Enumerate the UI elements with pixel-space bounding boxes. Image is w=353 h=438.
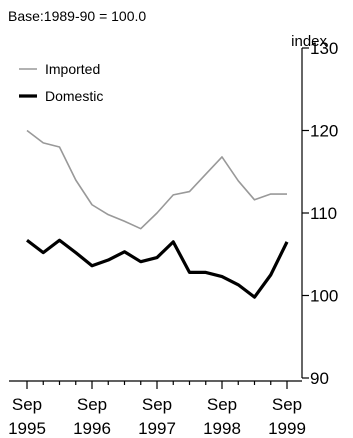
x-tick-label-month: Sep (272, 395, 302, 414)
x-tick-label-year: 1997 (138, 419, 176, 438)
x-tick-label-year: 1995 (8, 419, 46, 438)
legend: Imported Domestic (19, 61, 103, 104)
series-line-imported (26, 129, 287, 230)
x-tick-label-year: 1999 (268, 419, 306, 438)
x-tick-label-month: Sep (142, 395, 172, 414)
y-tick-label: 110 (310, 204, 337, 223)
x-tick-label-year: 1996 (73, 419, 111, 438)
y-axis-label: index (291, 33, 327, 50)
y-tick-label: 100 (310, 287, 338, 306)
y-tick-label: 120 (310, 122, 338, 141)
x-tick-label-month: Sep (12, 395, 42, 414)
x-tick-label-year: 1998 (203, 419, 241, 438)
series-line-domestic (26, 238, 289, 299)
x-tick-label-month: Sep (77, 395, 107, 414)
series-lines (26, 129, 289, 299)
axes: 90 100 110 120 130 Sep 1995 Sep 1996 Sep 1997 Sep 19… (8, 39, 338, 438)
x-tick-label-month: Sep (207, 395, 237, 414)
y-tick-label: 130 (310, 39, 338, 58)
chart-subtitle: Base:1989-90 = 100.0 (8, 8, 146, 24)
legend-label-domestic: Domestic (45, 88, 103, 104)
y-tick-label: 90 (310, 369, 329, 388)
legend-label-imported: Imported (45, 61, 100, 77)
